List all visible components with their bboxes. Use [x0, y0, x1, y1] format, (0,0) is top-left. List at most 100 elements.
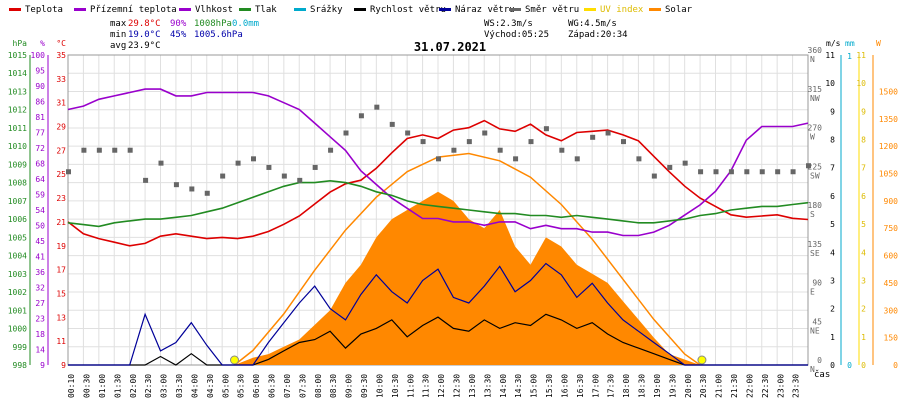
y-tick-label: 68	[35, 160, 45, 169]
y-tick-label: 9	[61, 361, 66, 370]
wind-direction-point	[543, 126, 549, 132]
x-tick-label: 21:00	[715, 374, 724, 398]
legend-swatch	[649, 8, 661, 11]
wind-direction-point	[405, 130, 411, 136]
wind-direction-point	[590, 134, 596, 140]
direction-compass-label: NE	[810, 326, 820, 335]
wind-direction-point	[343, 130, 349, 136]
y-tick-label: 1015	[8, 51, 27, 60]
x-tick-label: 09:30	[360, 374, 369, 398]
y-tick-label: 11	[56, 337, 66, 346]
stats-wg: WG:4.5m/s	[568, 19, 617, 29]
stats-max-hum: 90%	[170, 19, 187, 29]
legend-item-label: Přízemní teplota	[90, 5, 177, 15]
wind-direction-point	[436, 156, 441, 162]
stats-block: max 29.8°C 90% 1008hPa 0.0mm min 19.0°C …	[110, 19, 628, 51]
wind-direction-point	[374, 104, 380, 110]
x-tick-label: 17:30	[607, 374, 616, 398]
y-tick-label: 18	[35, 330, 45, 339]
rain-tick-label: 0	[847, 361, 852, 370]
wind-direction-point	[759, 169, 765, 175]
y-axis-unit: °C	[56, 39, 66, 48]
x-tick-label: 17:00	[591, 374, 600, 398]
wind-direction-point	[266, 164, 272, 170]
y-tick-label: 1013	[8, 87, 27, 96]
y-tick-label: 45	[35, 237, 45, 246]
wind-direction-point	[297, 177, 303, 183]
wind-direction-point	[112, 147, 118, 153]
y-tick-label: 100	[31, 51, 46, 60]
direction-tick-label: 45	[812, 317, 822, 326]
solar-tick-label: 1350	[879, 115, 898, 124]
y-tick-label: 1010	[8, 142, 27, 151]
x-tick-label: 08:30	[329, 374, 338, 398]
stats-max-temp: 29.8°C	[128, 19, 161, 29]
stats-min-temp: 19.0°C	[128, 30, 161, 40]
uv-tick-label: 1	[861, 333, 866, 342]
solar-tick-label: 300	[884, 306, 899, 315]
x-tick-label: 19:00	[653, 374, 662, 398]
y-tick-label: 41	[35, 253, 45, 262]
y-tick-label: 19	[56, 242, 66, 251]
solar-theoretical-line	[234, 152, 701, 366]
direction-tick-label: 270	[808, 124, 823, 133]
solar-tick-label: 150	[884, 334, 899, 343]
rain-axis-unit: mm	[845, 39, 855, 48]
y-tick-label: 50	[35, 222, 45, 231]
direction-compass-label: N	[810, 55, 815, 64]
wind-direction-point	[682, 160, 688, 166]
x-tick-label: 13:30	[483, 374, 492, 398]
x-tick-label: 00:10	[67, 374, 76, 398]
wind-direction-point	[528, 139, 534, 145]
wind-direction-point	[235, 160, 241, 166]
y-tick-label: 1012	[8, 106, 27, 115]
solar-axis-unit: W	[876, 39, 881, 48]
y-tick-label: 90	[35, 82, 45, 91]
stats-min-label: min	[110, 30, 126, 40]
wind-direction-point	[651, 173, 657, 179]
rain-tick-label: 1	[847, 52, 852, 61]
wind-direction-point	[358, 113, 364, 119]
wind-direction-point	[497, 147, 503, 153]
wind-tick-label: 4	[830, 248, 835, 257]
y-tick-label: 27	[35, 299, 45, 308]
legend-swatch	[74, 8, 86, 11]
legend-item-label: Rychlost větru	[370, 5, 446, 15]
wind-direction-point	[451, 147, 457, 153]
x-tick-label: 19:30	[668, 374, 677, 398]
solar-tick-label: 0	[893, 361, 898, 370]
legend-item-label: Tlak	[255, 5, 277, 15]
y-tick-label: 54	[35, 206, 45, 215]
x-tick-label: 05:30	[237, 374, 246, 398]
uv-tick-label: 5	[861, 220, 866, 229]
y-tick-label: 27	[56, 146, 66, 155]
x-tick-label: 23:00	[776, 374, 785, 398]
legend-swatch	[9, 8, 21, 11]
x-tick-label: 13:00	[468, 374, 477, 398]
direction-tick-label: 135	[808, 240, 823, 249]
x-tick-label: 10:00	[375, 374, 384, 398]
direction-compass-label: NW	[810, 94, 820, 103]
legend: Teplota Přízemní teplota Vlhkost Tlak Srážky…	[9, 5, 693, 15]
y-tick-label: 15	[56, 289, 66, 298]
legend-item-label: Náraz větru	[455, 5, 515, 15]
legend-item-label: Teplota	[25, 5, 63, 15]
x-tick-label: 20:00	[684, 374, 693, 398]
direction-tick-label: 0	[817, 356, 822, 365]
wind-direction-point	[328, 147, 334, 153]
y-tick-label: 31	[56, 99, 66, 108]
y-tick-label: 1006	[8, 215, 27, 224]
stats-sunrise: Východ:05:25	[484, 30, 549, 40]
stats-max-press: 1008hPa	[194, 19, 232, 29]
legend-swatch	[294, 8, 306, 11]
axes: 9989991000100110021003100410051006100710…	[8, 39, 898, 374]
wind-direction-point	[173, 182, 179, 188]
direction-tick-label: 360	[808, 46, 823, 55]
y-tick-label: 23	[56, 194, 66, 203]
stats-avg-label: avg	[110, 41, 126, 51]
y-tick-label: 59	[35, 191, 45, 200]
wind-axis-unit: m/s	[826, 39, 841, 48]
wind-tick-label: 1	[830, 333, 835, 342]
wind-direction-point	[189, 186, 195, 192]
solar-area	[68, 152, 808, 366]
